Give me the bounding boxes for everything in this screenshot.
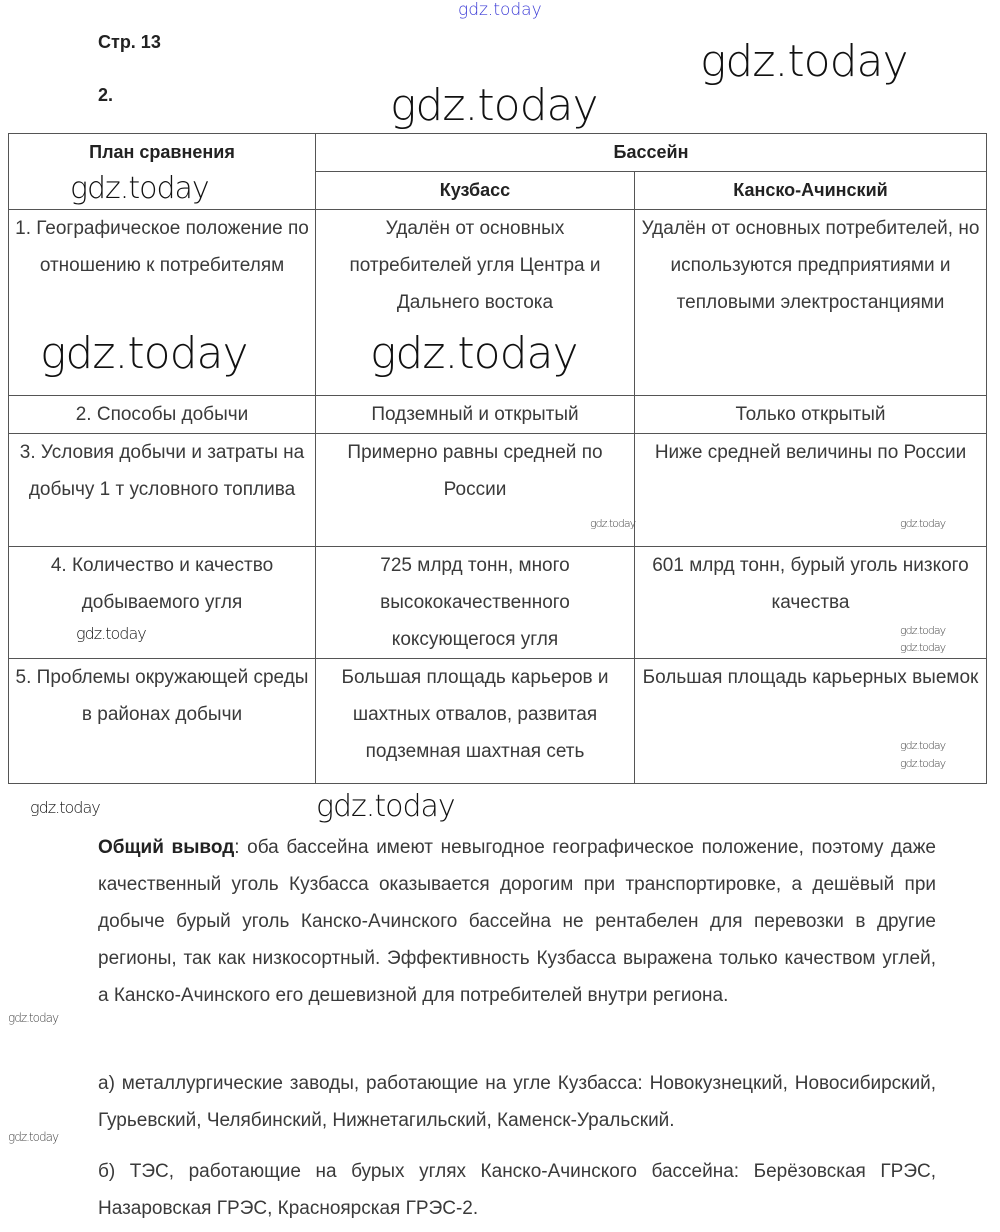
watermark: gdz.today	[590, 517, 636, 530]
cell-kuzbass: Подземный и открытый	[315, 395, 635, 434]
cell-kuzbass: Примерно равны средней по России	[315, 433, 635, 547]
watermark: gdz.today	[900, 641, 946, 654]
conclusion-label: Общий вывод	[98, 837, 235, 858]
cell-kuzbass: Большая площадь карьеров и шахтных отвал…	[315, 658, 635, 784]
watermark: gdz.today	[900, 624, 946, 637]
cell-kansk: Ниже средней величины по России	[634, 433, 987, 547]
watermark: gdz.today	[8, 1130, 59, 1144]
conclusion-paragraph: Общий вывод: оба бассейна имеют невыгодн…	[98, 829, 936, 1014]
cell-plan: 1. Географическое положение по отношению…	[8, 209, 316, 396]
cell-plan: 3. Условия добычи и затраты на добычу 1 …	[8, 433, 316, 547]
cell-plan: 5. Проблемы окружающей среды в районах д…	[8, 658, 316, 784]
header-basin: Бассейн	[315, 133, 987, 172]
watermark: gdz.today	[900, 517, 946, 530]
cell-kansk: 601 млрд тонн, бурый уголь низкого качес…	[634, 546, 987, 659]
watermark: gdz.today	[8, 1011, 59, 1025]
table-row: 3. Условия добычи и затраты на добычу 1 …	[8, 433, 987, 547]
watermark: gdz.today	[390, 80, 599, 131]
watermark: gdz.today	[40, 328, 249, 379]
item-a: а) металлургические заводы, работающие н…	[98, 1073, 936, 1131]
cell-plan: 4. Количество и качество добываемого угл…	[8, 546, 316, 659]
table-subheader-row: Кузбасс Канско-Ачинский	[9, 171, 987, 210]
watermark: gdz.today	[76, 624, 147, 643]
cell-plan: 2. Способы добычи	[8, 395, 316, 434]
top-watermark: gdz.today	[458, 0, 542, 20]
header-kuzbass: Кузбасс	[315, 171, 635, 210]
watermark: gdz.today	[316, 789, 456, 824]
conclusion-text: : оба бассейна имеют невыгодное географи…	[98, 837, 936, 1006]
header-plan: План сравнения	[8, 133, 316, 210]
watermark: gdz.today	[900, 739, 946, 752]
table-header-row: План сравнения Бассейн	[8, 133, 987, 210]
item-b: б) ТЭС, работающие на бурых углях Канско…	[98, 1161, 936, 1219]
table-row: 4. Количество и качество добываемого угл…	[8, 546, 987, 659]
watermark: gdz.today	[900, 757, 946, 770]
page-reference: Стр. 13	[98, 32, 161, 52]
cell-kansk: Только открытый	[634, 395, 987, 434]
table-row: 2. Способы добычи Подземный и открытый Т…	[8, 395, 987, 434]
comparison-table: План сравнения Бассейн Кузбасс Канско-Ач…	[8, 133, 987, 784]
header-kansk: Канско-Ачинский	[634, 171, 987, 210]
table-row: 1. Географическое положение по отношению…	[8, 209, 987, 396]
cell-kansk: Удалён от основных потребителей, но испо…	[634, 209, 987, 396]
watermark: gdz.today	[70, 171, 210, 206]
watermark: gdz.today	[370, 328, 579, 379]
watermark: gdz.today	[700, 36, 909, 87]
cell-kuzbass: Удалён от основных потребителей угля Цен…	[315, 209, 635, 396]
table-row: 5. Проблемы окружающей среды в районах д…	[8, 658, 987, 784]
task-number: 2.	[98, 85, 114, 105]
watermark: gdz.today	[30, 798, 101, 817]
cell-kansk: Большая площадь карьерных выемок	[634, 658, 987, 784]
cell-kuzbass: 725 млрд тонн, много высококачественного…	[315, 546, 635, 659]
